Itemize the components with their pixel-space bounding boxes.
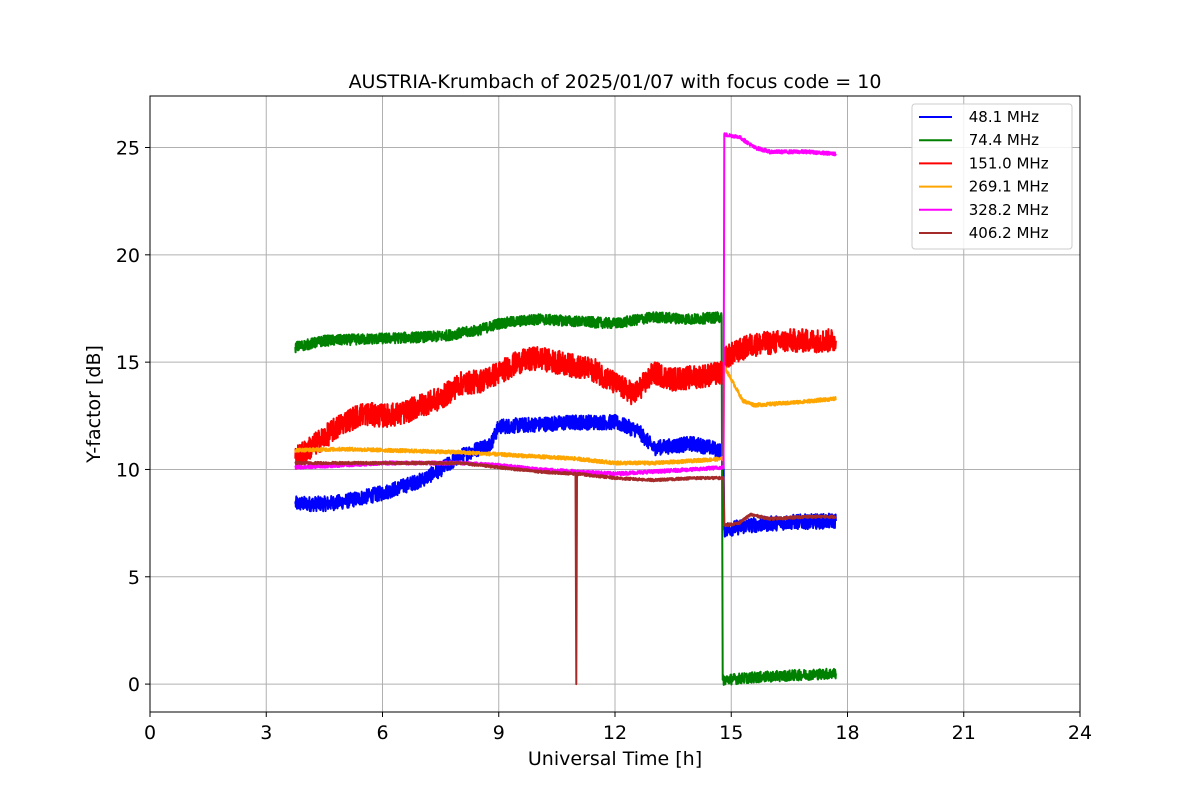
x-tick-label: 6 <box>376 722 388 744</box>
legend-label: 406.2 MHz <box>964 224 1049 242</box>
x-tick-label: 21 <box>952 722 976 744</box>
y-tick-label: 25 <box>116 138 140 160</box>
series-line-0 <box>294 414 837 538</box>
x-tick-label: 9 <box>493 722 505 744</box>
series-line-1 <box>294 311 837 686</box>
legend-label: 151.0 MHz <box>964 154 1049 172</box>
grid <box>149 96 1081 712</box>
x-tick-label: 18 <box>835 722 859 744</box>
y-tick-label: 5 <box>128 567 140 589</box>
chart-title: AUSTRIA-Krumbach of 2025/01/07 with focu… <box>349 71 882 93</box>
y-tick-label: 20 <box>116 245 140 267</box>
legend-label: 269.1 MHz <box>964 178 1049 196</box>
legend-label: 48.1 MHz <box>964 108 1039 126</box>
y-tick-label: 10 <box>116 459 140 481</box>
x-axis-label: Universal Time [h] <box>528 748 702 770</box>
axis-ticks: 0 3 6 9 12 15 18 21 24 0 5 10 15 20 25 <box>116 138 1092 744</box>
series-group <box>294 132 837 686</box>
legend-label: 74.4 MHz <box>964 131 1039 149</box>
legend: 48.1 MHz 74.4 MHz 151.0 MHz 269.1 MHz 32… <box>911 103 1073 250</box>
x-tick-label: 3 <box>260 722 272 744</box>
y-axis-label: Y-factor [dB] <box>83 345 105 464</box>
y-tick-label: 0 <box>128 674 140 696</box>
x-tick-label: 15 <box>719 722 743 744</box>
legend-label: 328.2 MHz <box>964 201 1049 219</box>
y-tick-label: 15 <box>116 352 140 374</box>
x-tick-label: 12 <box>603 722 627 744</box>
series-line-5 <box>294 460 837 686</box>
x-tick-label: 24 <box>1068 722 1092 744</box>
x-tick-label: 0 <box>144 722 156 744</box>
series-line-2 <box>294 328 837 470</box>
series-line-3 <box>294 365 837 466</box>
